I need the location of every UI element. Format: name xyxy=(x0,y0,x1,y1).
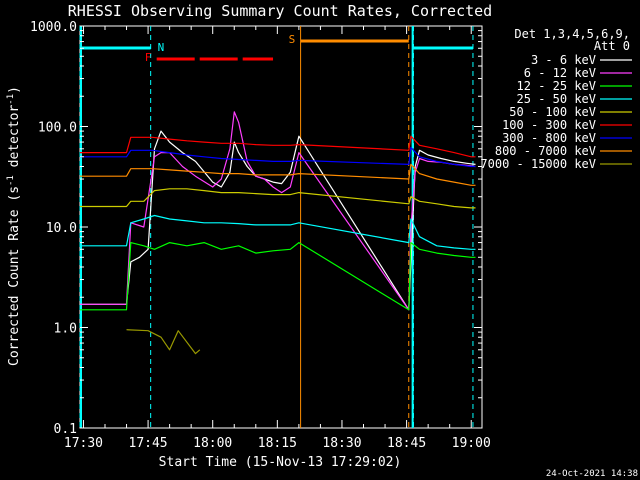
saa-letter: S xyxy=(289,33,296,46)
legend-label: 3 - 6 keV xyxy=(531,53,596,67)
series-line-800-7000-kev-kev xyxy=(80,163,476,186)
y-tick-label: 0.1 xyxy=(54,422,77,437)
legend-label: 12 - 25 keV xyxy=(517,79,596,93)
chart-title: RHESSI Observing Summary Count Rates, Co… xyxy=(68,2,492,20)
series-line-6-12-kev-kev xyxy=(80,111,476,311)
footer-date: 24-Oct-2021 14:38 xyxy=(546,469,638,479)
series-line-100-300-kev-kev xyxy=(80,135,476,158)
night-letter: N xyxy=(158,41,165,54)
x-tick-label: 18:15 xyxy=(258,436,297,451)
series-layer xyxy=(80,111,476,355)
x-tick-label: 18:45 xyxy=(387,436,426,451)
legend-label: 300 - 800 keV xyxy=(502,131,596,145)
legend-detectors: Det 1,3,4,5,6,9, xyxy=(514,27,630,41)
legend-label: 100 - 300 keV xyxy=(502,118,596,132)
x-tick-label: 19:00 xyxy=(452,436,491,451)
legend-label: 800 - 7000 keV xyxy=(495,144,596,158)
series-line-3-6-kev-kev xyxy=(80,130,476,311)
y-tick-label: 1000.0 xyxy=(30,20,77,35)
flare-letter: F xyxy=(145,51,152,64)
legend-attenuator: Att 0 xyxy=(594,39,630,53)
y-tick-label: 100.0 xyxy=(38,121,77,136)
x-tick-label: 17:30 xyxy=(64,436,103,451)
series-line-300-800-kev-kev xyxy=(80,146,476,168)
x-tick-label: 18:30 xyxy=(322,436,361,451)
y-tick-label: 10.0 xyxy=(46,221,77,236)
axis-ticks: 0.1 1.0 10.0 100.0 1000.0 17:30 17:45 18:00 18:1… xyxy=(30,20,491,451)
y-tick-label: 1.0 xyxy=(54,322,77,337)
legend-label: 25 - 50 keV xyxy=(517,92,596,106)
y-axis-label: Corrected Count Rate (s-1 detector-1) xyxy=(6,86,22,366)
x-tick-label: 18:00 xyxy=(193,436,232,451)
legend-label: 50 - 100 keV xyxy=(509,105,596,119)
series-line-12-25-kev-kev xyxy=(80,242,476,311)
series-line-7000-15000-kev-kev xyxy=(126,329,201,355)
series-line-50-100-kev-kev xyxy=(80,188,476,209)
x-tick-label: 17:45 xyxy=(129,436,168,451)
legend-label: 7000 - 15000 keV xyxy=(480,157,596,171)
series-line-25-50-kev-kev xyxy=(80,214,476,250)
x-axis-label: Start Time (15-Nov-13 17:29:02) xyxy=(159,455,402,470)
legend-label: 6 - 12 keV xyxy=(524,66,596,80)
